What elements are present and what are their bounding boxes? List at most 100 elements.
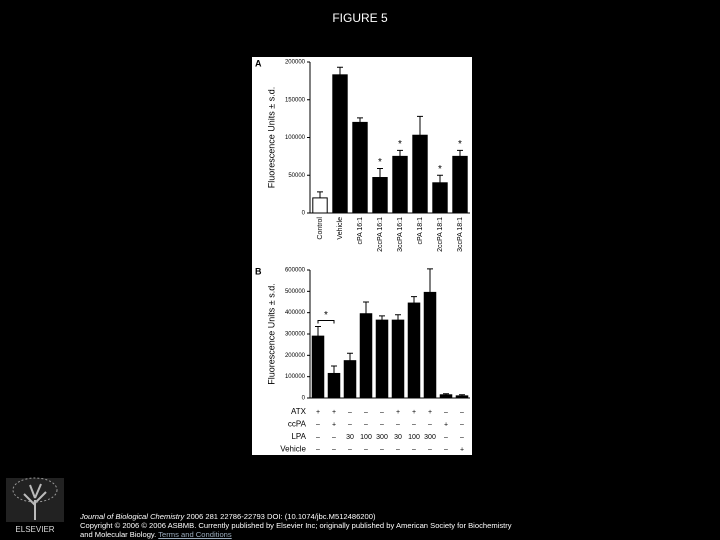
error-bar xyxy=(397,149,403,157)
bar xyxy=(327,372,341,399)
y-tick-label: 150000 xyxy=(285,97,306,103)
error-bar xyxy=(459,394,465,396)
row-cell: – xyxy=(396,446,400,453)
bar xyxy=(407,302,421,399)
error-bar xyxy=(357,117,363,123)
row-cell: – xyxy=(364,409,368,416)
error-bar xyxy=(411,296,417,304)
panel-label: B xyxy=(255,266,262,276)
row-cell: – xyxy=(316,421,320,428)
error-bar xyxy=(443,393,449,395)
row-cell: – xyxy=(412,446,416,453)
bar xyxy=(432,182,448,214)
logo-text: ELSEVIER xyxy=(15,525,54,534)
y-tick-label: 100000 xyxy=(285,135,306,141)
row-cell: + xyxy=(332,409,336,416)
row-cell: 300 xyxy=(376,434,388,441)
x-tick-label: Vehicle xyxy=(337,217,344,240)
row-cell: – xyxy=(380,446,384,453)
significance: * xyxy=(378,157,382,168)
row-cell: + xyxy=(316,409,320,416)
row-cell: 30 xyxy=(346,434,354,441)
y-tick-label: 100000 xyxy=(285,374,306,380)
row-cell: – xyxy=(396,421,400,428)
y-tick-label: 0 xyxy=(302,211,306,217)
row-cell: – xyxy=(444,446,448,453)
slide-title: FIGURE 5 xyxy=(332,11,388,25)
x-tick-label: 3ccPA 16:1 xyxy=(397,217,404,252)
row-cell: – xyxy=(348,446,352,453)
bar xyxy=(311,335,325,399)
x-tick-label: cPA 18:1 xyxy=(417,217,424,245)
row-label: ccPA xyxy=(288,420,307,429)
bar xyxy=(343,360,357,399)
row-cell: – xyxy=(316,446,320,453)
row-cell: + xyxy=(332,421,336,428)
significance: * xyxy=(438,164,442,175)
bar xyxy=(372,177,388,214)
y-axis-label: Fluorescence Units ± s.d. xyxy=(266,87,276,188)
row-cell: – xyxy=(364,446,368,453)
row-label: LPA xyxy=(291,432,306,441)
error-bar xyxy=(379,315,385,321)
row-cell: – xyxy=(348,421,352,428)
row-cell: – xyxy=(444,409,448,416)
panel-label: A xyxy=(255,58,262,68)
row-cell: 100 xyxy=(360,434,372,441)
copyright: Copyright © 2006 © 2006 ASBMB. Currently… xyxy=(80,521,512,539)
error-bar xyxy=(457,149,463,157)
x-tick-label: 3ccPA 18:1 xyxy=(457,217,464,252)
error-bar xyxy=(363,301,369,314)
citation: Journal of Biological Chemistry 2006 281… xyxy=(80,512,520,539)
row-cell: + xyxy=(444,421,448,428)
x-tick-label: 2ccPA 16:1 xyxy=(377,217,384,252)
error-bar xyxy=(395,314,401,321)
row-cell: – xyxy=(348,409,352,416)
error-bar xyxy=(437,174,443,183)
y-tick-label: 200000 xyxy=(285,353,306,359)
bracket-label: * xyxy=(324,310,328,321)
error-bar xyxy=(377,167,383,178)
row-cell: – xyxy=(332,446,336,453)
y-tick-label: 300000 xyxy=(285,332,306,338)
row-cell: + xyxy=(428,409,432,416)
bar xyxy=(332,74,348,214)
bar xyxy=(412,134,428,214)
error-bar xyxy=(317,191,323,198)
terms-link[interactable]: Terms and Conditions xyxy=(158,530,232,539)
reference: 2006 281 22786-22793 DOI: (10.1074/jbc.M… xyxy=(184,512,376,521)
row-label: Vehicle xyxy=(280,445,306,454)
error-bar xyxy=(337,66,343,75)
x-tick-label: Control xyxy=(317,217,324,240)
row-cell: + xyxy=(412,409,416,416)
row-cell: – xyxy=(460,409,464,416)
y-axis-label: Fluorescence Units ± s.d. xyxy=(266,283,276,384)
row-cell: – xyxy=(380,409,384,416)
bar xyxy=(391,319,405,399)
x-tick-label: cPA 16:1 xyxy=(357,217,364,245)
row-cell: – xyxy=(412,421,416,428)
y-tick-label: 200000 xyxy=(285,60,306,66)
y-tick-label: 500000 xyxy=(285,289,306,295)
row-cell: – xyxy=(364,421,368,428)
row-cell: – xyxy=(460,421,464,428)
x-tick-label: 2ccPA 18:1 xyxy=(437,217,444,252)
bar xyxy=(452,155,468,214)
row-cell: – xyxy=(316,434,320,441)
logo: ELSEVIER xyxy=(6,477,64,534)
bar xyxy=(423,291,437,399)
row-cell: 30 xyxy=(394,434,402,441)
row-cell: – xyxy=(428,421,432,428)
bar xyxy=(359,313,373,399)
row-cell: – xyxy=(428,446,432,453)
row-label: ATX xyxy=(291,407,307,416)
bar xyxy=(312,197,328,214)
error-bar xyxy=(331,365,337,374)
row-cell: + xyxy=(396,409,400,416)
bracket xyxy=(317,320,335,324)
significance: * xyxy=(398,139,402,150)
row-cell: 100 xyxy=(408,434,420,441)
significance: * xyxy=(458,139,462,150)
